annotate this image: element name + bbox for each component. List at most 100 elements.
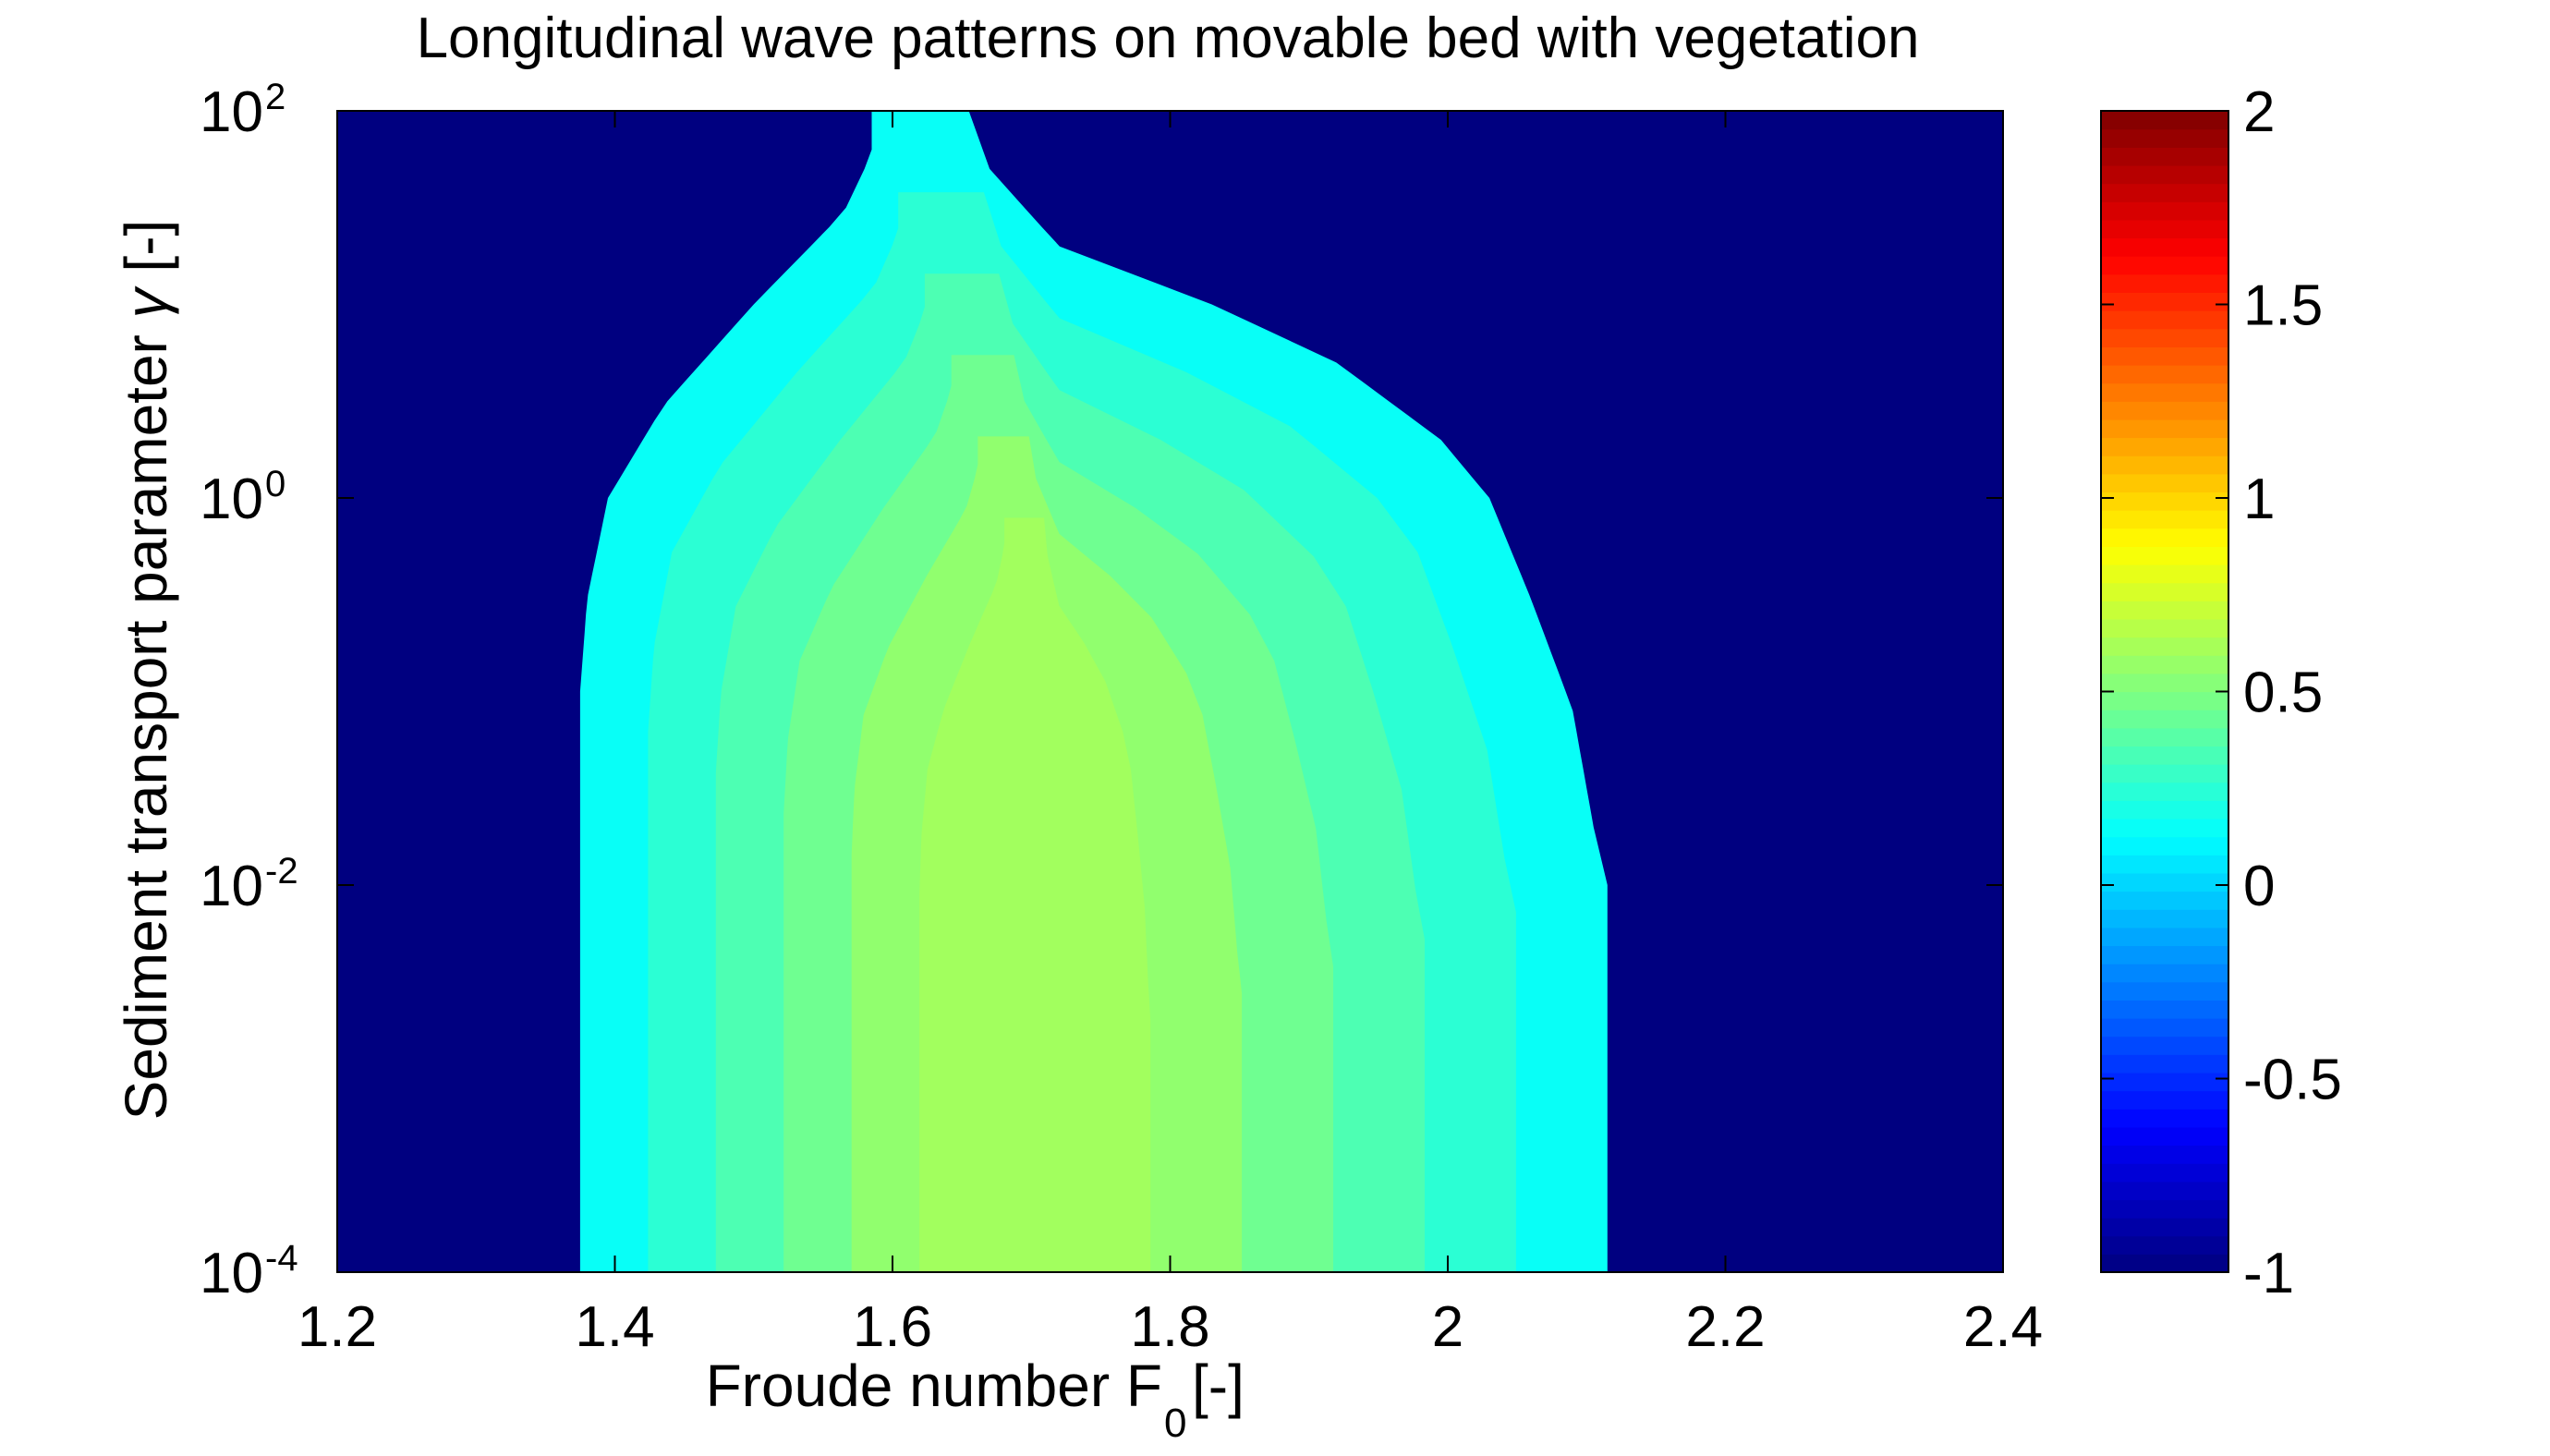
- colorbar-swatch: [2101, 800, 2228, 819]
- colorbar-swatch: [2101, 346, 2228, 366]
- colorbar-swatch: [2101, 1090, 2228, 1110]
- colorbar-tick-label: -1: [2243, 1242, 2294, 1305]
- colorbar-swatch: [2101, 909, 2228, 928]
- colorbar-swatch: [2101, 945, 2228, 965]
- colorbar-swatch: [2101, 691, 2228, 710]
- y-tick-exponent: -2: [265, 851, 298, 892]
- colorbar-swatch: [2101, 491, 2228, 511]
- colorbar-swatch: [2101, 328, 2228, 347]
- colorbar-swatch: [2101, 601, 2228, 620]
- colorbar-swatch: [2101, 147, 2228, 166]
- colorbar-swatch: [2101, 419, 2228, 439]
- x-tick-label: 2.2: [1685, 1295, 1765, 1359]
- colorbar-swatch: [2101, 1218, 2228, 1237]
- colorbar-swatch: [2101, 1018, 2228, 1037]
- colorbar-swatch: [2101, 1199, 2228, 1219]
- colorbar-swatch: [2101, 455, 2228, 475]
- colorbar-swatch: [2101, 1126, 2228, 1147]
- colorbar-swatch: [2101, 256, 2228, 275]
- x-tick-label: 1.4: [575, 1295, 654, 1359]
- heatmap-region: [579, 111, 1608, 1272]
- colorbar-swatch: [2101, 673, 2228, 693]
- colorbar-swatch: [2101, 273, 2228, 294]
- y-tick-label: 10: [200, 467, 263, 531]
- y-tick-label: 10: [200, 1242, 263, 1305]
- colorbar-swatch: [2101, 891, 2228, 910]
- colorbar-swatch: [2101, 510, 2228, 529]
- x-axis-label: Froude number F: [706, 1353, 1162, 1419]
- colorbar-swatch: [2101, 1254, 2228, 1273]
- colorbar-swatch: [2101, 1181, 2228, 1201]
- colorbar-swatch: [2101, 1036, 2228, 1055]
- colorbar-swatch: [2101, 710, 2228, 729]
- colorbar-swatch: [2101, 564, 2228, 584]
- colorbar-swatch: [2101, 637, 2228, 656]
- colorbar-swatch: [2101, 655, 2228, 674]
- x-axis-label-unit: [-]: [1192, 1353, 1245, 1419]
- colorbar-swatch: [2101, 473, 2228, 493]
- colorbar-swatch: [2101, 292, 2228, 311]
- colorbar-swatch: [2101, 582, 2228, 601]
- colorbar-swatch: [2101, 872, 2228, 892]
- colorbar-swatch: [2101, 310, 2228, 330]
- colorbar-swatch: [2101, 528, 2228, 547]
- y-tick-label: 10: [200, 855, 263, 918]
- colorbar-swatch: [2101, 1235, 2228, 1255]
- colorbar: -1 -0.5 0 0.5 1 1.5 2: [2100, 80, 2342, 1305]
- colorbar-swatch: [2101, 364, 2228, 384]
- y-tick-label: 10: [200, 80, 263, 144]
- colorbar-swatch: [2101, 1054, 2228, 1074]
- colorbar-swatch: [2101, 1145, 2228, 1164]
- colorbar-tick-label: -0.5: [2243, 1049, 2342, 1112]
- x-tick-label: 2: [1432, 1295, 1463, 1359]
- colorbar-swatch: [2101, 1072, 2228, 1092]
- colorbar-swatch: [2101, 1000, 2228, 1019]
- colorbar-tick-label: 2: [2243, 80, 2275, 144]
- y-tick-exponent: 2: [265, 77, 285, 117]
- heatmap-level-5: [919, 517, 1151, 1272]
- y-axis-label-symbol: γ: [113, 285, 179, 318]
- x-tick-label: 1.8: [1130, 1295, 1209, 1359]
- colorbar-swatch: [2101, 111, 2228, 130]
- y-axis-label-unit: [-]: [113, 220, 179, 289]
- colorbar-swatch: [2101, 183, 2228, 202]
- chart-title: Longitudinal wave patterns on movable be…: [417, 6, 1920, 70]
- colorbar-swatch: [2101, 201, 2228, 221]
- colorbar-swatch: [2101, 836, 2228, 855]
- colorbar-swatch: [2101, 727, 2228, 747]
- colorbar-swatch: [2101, 437, 2228, 456]
- y-tick-exponent: 0: [265, 464, 285, 504]
- colorbar-tick-label: 1: [2243, 467, 2275, 531]
- colorbar-swatch: [2101, 782, 2228, 801]
- x-axis-label-subscript: 0: [1164, 1401, 1186, 1446]
- colorbar-tick-label: 1.5: [2243, 274, 2323, 338]
- plot-area: [336, 110, 2004, 1273]
- colorbar-swatch: [2101, 818, 2228, 838]
- x-axis: 1.2 1.4 1.6 1.8 2 2.2 2.4: [298, 111, 2043, 1359]
- colorbar-swatch: [2101, 164, 2228, 185]
- y-axis-label-text: Sediment transport parameter: [113, 318, 179, 1120]
- colorbar-swatch: [2101, 1163, 2228, 1183]
- colorbar-tick-label: 0.5: [2243, 661, 2323, 725]
- colorbar-swatch: [2101, 401, 2228, 420]
- colorbar-swatch: [2101, 746, 2228, 765]
- colorbar-swatch: [2101, 237, 2228, 257]
- colorbar-tick-label: 0: [2243, 855, 2275, 918]
- y-axis-label: Sediment transport parameter γ [-]: [113, 220, 179, 1121]
- colorbar-swatch: [2101, 546, 2228, 565]
- colorbar-swatch: [2101, 981, 2228, 1001]
- svg-text:Sediment transport parameter: Sediment transport parameter γ [-]: [113, 220, 179, 1121]
- colorbar-swatch: [2101, 382, 2228, 402]
- colorbar-swatch: [2101, 964, 2228, 983]
- colorbar-swatch: [2101, 764, 2228, 783]
- colorbar-swatch: [2101, 855, 2228, 874]
- colorbar-swatch: [2101, 927, 2228, 947]
- colorbar-swatch: [2101, 128, 2228, 148]
- y-tick-exponent: -4: [265, 1238, 298, 1279]
- x-tick-label: 1.6: [853, 1295, 932, 1359]
- x-tick-label: 1.2: [298, 1295, 377, 1359]
- colorbar-swatch: [2101, 219, 2228, 239]
- colorbar-swatch: [2101, 1109, 2228, 1128]
- x-tick-label: 2.4: [1963, 1295, 2043, 1359]
